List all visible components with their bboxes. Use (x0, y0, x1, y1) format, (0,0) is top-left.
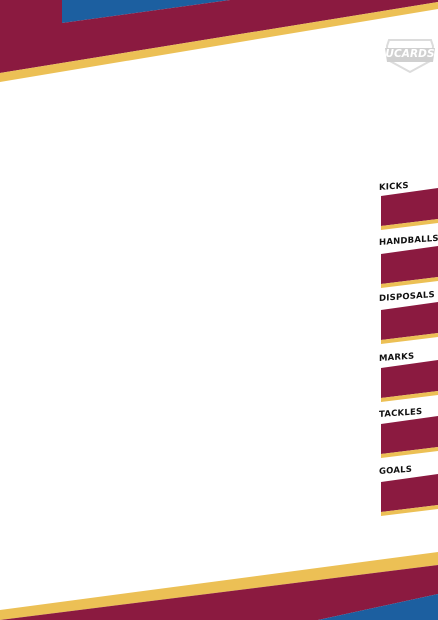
stat-bar-handballs (381, 246, 438, 288)
top-gold-stripe (0, 2, 438, 82)
stat-bar-shape (381, 416, 438, 458)
stat-bar-disposals (381, 302, 438, 344)
stat-bar-shape (381, 474, 438, 516)
bottom-gold-stripe (0, 552, 438, 620)
stat-bar-shape (381, 188, 438, 230)
top-maroon-stripe (0, 0, 438, 73)
stat-bar-shape (381, 360, 438, 402)
ucards-logo: UCARDS (385, 38, 435, 74)
logo-text: UCARDS (385, 48, 435, 60)
stat-bar-shape (381, 246, 438, 288)
stat-bar-kicks (381, 188, 438, 230)
bottom-blue-stripe (318, 594, 438, 620)
shield-badge-icon (385, 39, 435, 74)
stat-bar-shape (381, 302, 438, 344)
bottom-maroon-stripe (0, 565, 438, 620)
stat-bar-goals (381, 474, 438, 516)
stat-bar-marks (381, 360, 438, 402)
stat-bar-tackles (381, 416, 438, 458)
